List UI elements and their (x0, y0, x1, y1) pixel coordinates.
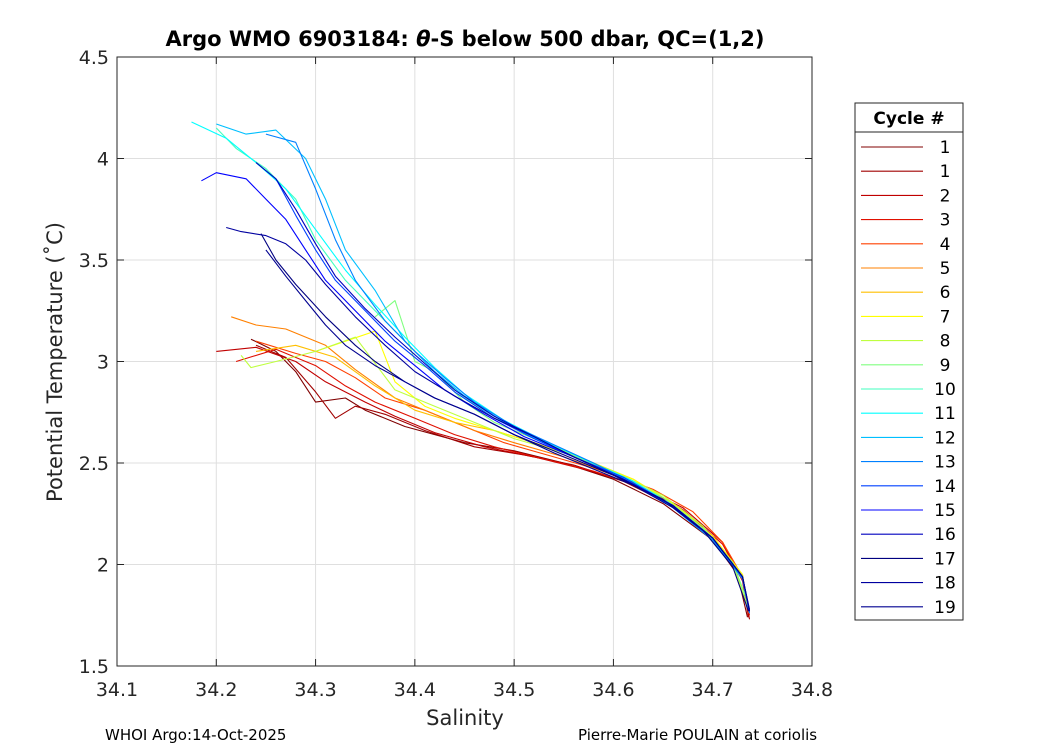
x-tick-label: 34.6 (592, 679, 634, 701)
legend-label: 18 (934, 574, 956, 594)
series-line-cycle-8-8 (240, 336, 749, 606)
series-line-cycle-12-12 (216, 123, 751, 614)
series-line-cycle-13-13 (265, 133, 751, 614)
x-tick-label: 34.8 (791, 679, 833, 701)
legend-label: 6 (940, 283, 951, 303)
x-tick-label: 34.5 (493, 679, 535, 701)
y-tick-label: 3.5 (79, 250, 109, 272)
y-axis-label: Potential Temperature (˚C) (43, 222, 67, 502)
series-line-cycle-11-11 (191, 121, 751, 612)
legend-label: 10 (934, 380, 956, 400)
grid-lines (116, 56, 813, 667)
legend-label: 2 (940, 186, 951, 206)
legend-label: 17 (934, 549, 956, 569)
x-axis-label: Salinity (426, 706, 504, 730)
legend-label: 9 (940, 356, 951, 376)
chart-title: Argo WMO 6903184: θ-S below 500 dbar, QC… (165, 27, 764, 51)
y-tick-label: 4 (97, 149, 109, 171)
series-line-cycle-5-5 (231, 316, 749, 608)
x-tick-label: 34.3 (294, 679, 336, 701)
x-axis-ticks: 34.1 34.2 34.3 34.4 34.5 34.6 34.7 34.8 (96, 57, 833, 701)
legend-title: Cycle # (873, 109, 944, 129)
legend-label: 8 (940, 332, 951, 352)
legend-label: 15 (934, 501, 956, 521)
footer-left: WHOI Argo:14-Oct-2025 (105, 726, 287, 744)
series-lines (191, 121, 751, 620)
legend-label: 1 (940, 138, 951, 158)
series-line-cycle-4-4 (255, 340, 750, 614)
footer-right: Pierre-Marie POULAIN at coriolis (578, 726, 818, 744)
legend-label: 14 (934, 477, 956, 497)
y-tick-label: 4.5 (79, 47, 109, 69)
legend-label: 3 (940, 211, 951, 231)
series-line-cycle-16-16 (255, 162, 751, 612)
y-axis-ticks: 1.5 2 2.5 3 3.5 4 4.5 (79, 47, 812, 678)
series-line-cycle-6-6 (255, 344, 750, 612)
legend-label: 16 (934, 525, 956, 545)
legend-label: 12 (934, 428, 956, 448)
x-tick-label: 34.7 (692, 679, 734, 701)
series-line-cycle-19-19 (265, 249, 751, 610)
legend-label: 5 (940, 259, 951, 279)
y-tick-label: 3 (97, 352, 109, 374)
x-tick-label: 34.1 (96, 679, 138, 701)
y-tick-label: 2 (97, 555, 109, 577)
legend-label: 13 (934, 453, 956, 473)
x-tick-label: 34.2 (195, 679, 237, 701)
legend-label: 11 (934, 404, 956, 424)
y-tick-label: 1.5 (79, 656, 109, 678)
legend-label: 19 (934, 598, 956, 618)
legend-label: 1 (940, 162, 951, 182)
series-line-cycle-14-14 (275, 178, 751, 612)
series-line-cycle-15-15 (201, 172, 751, 612)
series-line-cycle-1-1 (255, 344, 751, 620)
y-tick-label: 2.5 (79, 453, 109, 475)
legend-label: 7 (940, 307, 951, 327)
series-line-cycle-1-0 (250, 338, 749, 618)
legend-label: 4 (940, 235, 951, 255)
series-line-cycle-7-7 (315, 330, 750, 610)
x-tick-label: 34.4 (394, 679, 436, 701)
series-line-cycle-2-2 (216, 346, 750, 618)
series-line-cycle-18-18 (226, 226, 751, 612)
